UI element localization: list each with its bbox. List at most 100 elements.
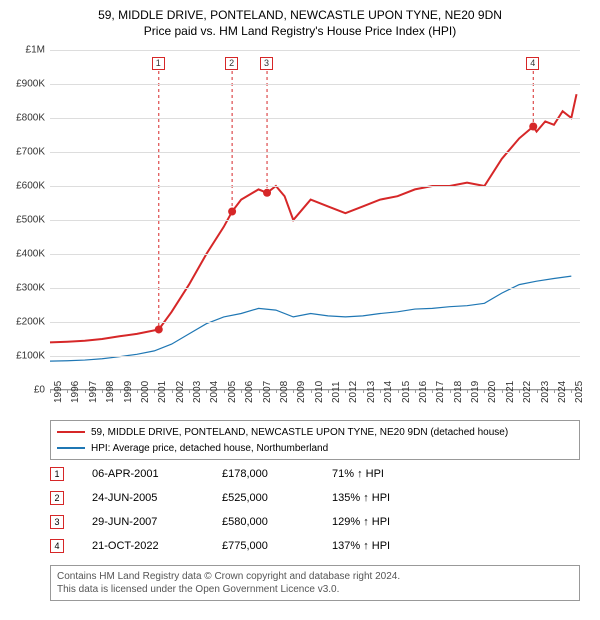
chart-plot-area: £0£100K£200K£300K£400K£500K£600K£700K£80… xyxy=(50,50,580,390)
legend-swatch xyxy=(57,431,85,433)
x-axis-label: 2015 xyxy=(401,381,412,403)
legend-item: 59, MIDDLE DRIVE, PONTELAND, NEWCASTLE U… xyxy=(57,424,573,440)
table-row: 106-APR-2001£178,00071% ↑ HPI xyxy=(50,462,580,486)
sale-date: 29-JUN-2007 xyxy=(92,516,222,528)
footnote: Contains HM Land Registry data © Crown c… xyxy=(50,565,580,601)
x-tick xyxy=(432,389,433,393)
x-axis-label: 2011 xyxy=(331,381,342,403)
table-row: 4 21-OCT-2022£775,000137% ↑ HPI xyxy=(50,534,580,558)
gridline xyxy=(50,84,580,85)
legend-label: HPI: Average price, detached house, Nort… xyxy=(91,443,328,454)
x-tick xyxy=(50,389,51,393)
sale-number-box: 3 xyxy=(50,515,64,529)
x-axis-label: 2022 xyxy=(522,381,533,403)
x-axis-label: 2021 xyxy=(505,381,516,403)
sale-number-box: 4 xyxy=(50,539,64,553)
gridline xyxy=(50,322,580,323)
x-tick xyxy=(172,389,173,393)
legend: 59, MIDDLE DRIVE, PONTELAND, NEWCASTLE U… xyxy=(50,420,580,460)
x-tick xyxy=(537,389,538,393)
x-axis-label: 2009 xyxy=(296,381,307,403)
x-tick xyxy=(137,389,138,393)
sale-date: 24-JUN-2005 xyxy=(92,492,222,504)
table-row: 329-JUN-2007£580,000129% ↑ HPI xyxy=(50,510,580,534)
x-axis-label: 2025 xyxy=(574,381,585,403)
x-tick xyxy=(224,389,225,393)
y-axis-label: £500K xyxy=(5,215,45,226)
x-tick xyxy=(554,389,555,393)
x-axis-label: 2004 xyxy=(209,381,220,403)
y-axis-label: £100K xyxy=(5,351,45,362)
x-axis-label: 2019 xyxy=(470,381,481,403)
x-axis-label: 2020 xyxy=(487,381,498,403)
footnote-line-1: Contains HM Land Registry data © Crown c… xyxy=(57,570,573,583)
sale-date: 06-APR-2001 xyxy=(92,468,222,480)
footnote-line-2: This data is licensed under the Open Gov… xyxy=(57,583,573,596)
legend-swatch xyxy=(57,447,85,449)
y-axis-label: £0 xyxy=(5,385,45,396)
y-axis-label: £700K xyxy=(5,147,45,158)
x-tick xyxy=(67,389,68,393)
x-axis-label: 1999 xyxy=(123,381,134,403)
x-tick xyxy=(502,389,503,393)
x-tick xyxy=(154,389,155,393)
sale-marker-box: 4 xyxy=(526,57,539,70)
x-tick xyxy=(519,389,520,393)
gridline xyxy=(50,356,580,357)
sale-price: £775,000 xyxy=(222,540,332,552)
y-axis-label: £600K xyxy=(5,181,45,192)
sale-price: £580,000 xyxy=(222,516,332,528)
sale-marker-box: 2 xyxy=(225,57,238,70)
x-tick xyxy=(85,389,86,393)
x-tick xyxy=(259,389,260,393)
gridline xyxy=(50,118,580,119)
legend-label: 59, MIDDLE DRIVE, PONTELAND, NEWCASTLE U… xyxy=(91,427,508,438)
x-axis-label: 2016 xyxy=(418,381,429,403)
x-tick xyxy=(189,389,190,393)
gridline xyxy=(50,50,580,51)
sale-marker-dot xyxy=(263,189,271,197)
x-tick xyxy=(293,389,294,393)
y-axis-label: £400K xyxy=(5,249,45,260)
y-axis-label: £900K xyxy=(5,79,45,90)
x-tick xyxy=(120,389,121,393)
sale-number-box: 2 xyxy=(50,491,64,505)
x-tick xyxy=(241,389,242,393)
x-axis-label: 2005 xyxy=(227,381,238,403)
sale-marker-dot xyxy=(228,208,236,216)
x-axis-label: 1995 xyxy=(53,381,64,403)
x-tick xyxy=(206,389,207,393)
y-axis-label: £1M xyxy=(5,45,45,56)
x-axis-label: 1997 xyxy=(88,381,99,403)
x-tick xyxy=(345,389,346,393)
x-axis-label: 2014 xyxy=(383,381,394,403)
x-tick xyxy=(102,389,103,393)
x-tick xyxy=(450,389,451,393)
gridline xyxy=(50,186,580,187)
title-line-1: 59, MIDDLE DRIVE, PONTELAND, NEWCASTLE U… xyxy=(0,8,600,24)
x-axis-label: 2007 xyxy=(262,381,273,403)
legend-item: HPI: Average price, detached house, Nort… xyxy=(57,440,573,456)
x-axis-label: 2023 xyxy=(540,381,551,403)
x-axis-label: 2013 xyxy=(366,381,377,403)
x-tick xyxy=(363,389,364,393)
x-axis-label: 1996 xyxy=(70,381,81,403)
sale-hpi: 137% ↑ HPI xyxy=(332,540,452,552)
sale-number-box: 1 xyxy=(50,467,64,481)
sale-hpi: 71% ↑ HPI xyxy=(332,468,452,480)
x-axis-label: 2008 xyxy=(279,381,290,403)
x-tick xyxy=(398,389,399,393)
x-axis-label: 2002 xyxy=(175,381,186,403)
x-axis-label: 1998 xyxy=(105,381,116,403)
sale-date: 21-OCT-2022 xyxy=(92,540,222,552)
x-axis-label: 2024 xyxy=(557,381,568,403)
y-axis-label: £800K xyxy=(5,113,45,124)
gridline xyxy=(50,152,580,153)
x-tick xyxy=(484,389,485,393)
table-row: 224-JUN-2005£525,000135% ↑ HPI xyxy=(50,486,580,510)
chart-title: 59, MIDDLE DRIVE, PONTELAND, NEWCASTLE U… xyxy=(0,0,600,39)
x-tick xyxy=(380,389,381,393)
x-axis-label: 2012 xyxy=(348,381,359,403)
series-line xyxy=(50,94,577,342)
gridline xyxy=(50,254,580,255)
